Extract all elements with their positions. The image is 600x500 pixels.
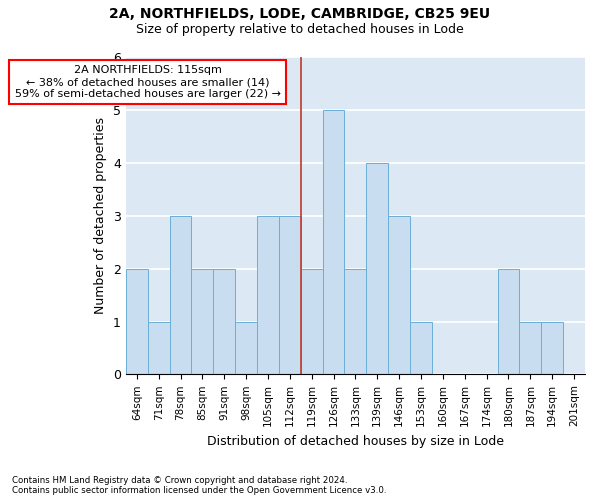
Bar [367,163,388,374]
Bar [170,216,191,374]
Text: 2A NORTHFIELDS: 115sqm
← 38% of detached houses are smaller (14)
59% of semi-det: 2A NORTHFIELDS: 115sqm ← 38% of detached… [15,66,281,98]
X-axis label: Distribution of detached houses by size in Lode: Distribution of detached houses by size … [207,434,504,448]
Bar [235,322,257,374]
Text: 2A, NORTHFIELDS, LODE, CAMBRIDGE, CB25 9EU: 2A, NORTHFIELDS, LODE, CAMBRIDGE, CB25 9… [109,8,491,22]
Bar [541,322,563,374]
Bar [148,322,170,374]
Bar [301,268,323,374]
Bar [126,268,148,374]
Y-axis label: Number of detached properties: Number of detached properties [94,118,107,314]
Bar [214,268,235,374]
Text: Size of property relative to detached houses in Lode: Size of property relative to detached ho… [136,22,464,36]
Bar [257,216,279,374]
Bar [520,322,541,374]
Text: Contains HM Land Registry data © Crown copyright and database right 2024.
Contai: Contains HM Land Registry data © Crown c… [12,476,386,495]
Bar [410,322,432,374]
Bar [344,268,367,374]
Bar [388,216,410,374]
Bar [191,268,214,374]
Bar [497,268,520,374]
Bar [279,216,301,374]
Bar [323,110,344,374]
